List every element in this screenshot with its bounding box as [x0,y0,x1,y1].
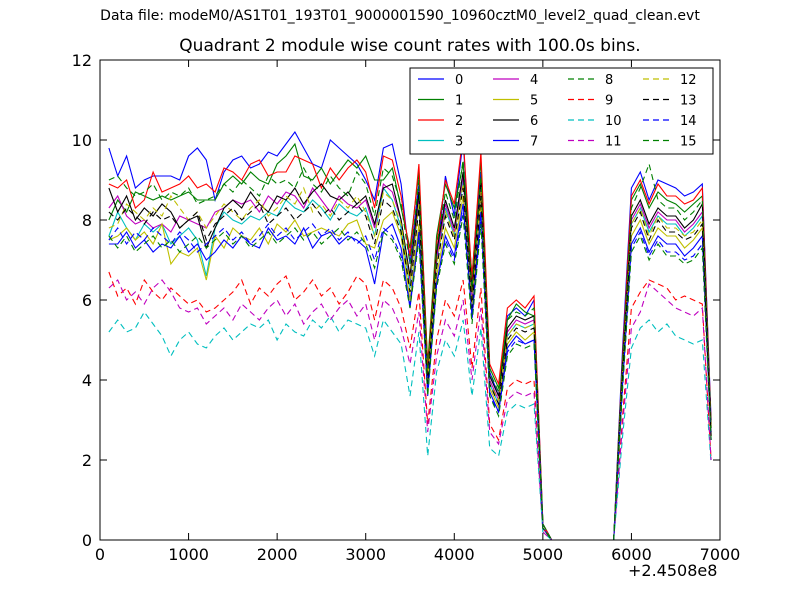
y-tick-label: 10 [72,131,92,150]
x-tick-label: 5000 [522,545,563,564]
legend-label-14: 14 [680,114,697,129]
y-tick-label: 2 [82,451,92,470]
y-tick-label: 0 [82,531,92,550]
series-line-4 [108,175,712,541]
legend-label-3: 3 [455,135,463,150]
x-tick-label: 6000 [611,545,652,564]
legend-label-15: 15 [680,135,697,150]
y-tick-label: 12 [72,51,92,70]
x-tick-label: 2000 [257,545,298,564]
series-line-15 [108,215,712,541]
legend-label-7: 7 [530,135,538,150]
series-layer [108,130,712,541]
legend-label-4: 4 [530,73,538,88]
x-tick-label: 0 [95,545,105,564]
series-line-6 [108,171,712,541]
x-tick-label: 7000 [700,545,741,564]
legend-label-13: 13 [680,94,697,109]
legend-box [409,67,714,155]
x-tick-label: 3000 [345,545,386,564]
series-line-14 [108,211,712,541]
series-line-2 [108,135,712,541]
data-file-suptitle: Data file: modeM0/AS1T01_193T01_90000015… [100,8,700,24]
series-line-3 [108,179,712,541]
chart-title: Quadrant 2 module wise count rates with … [179,36,641,56]
legend-label-1: 1 [455,94,463,109]
x-tick-label: 4000 [434,545,475,564]
legend-label-2: 2 [455,114,463,129]
x-axis-offset-label: +2.4508e8 [628,561,718,580]
legend-label-5: 5 [530,94,538,109]
legend-label-6: 6 [530,114,538,129]
series-line-0 [108,130,712,541]
legend-label-12: 12 [680,73,697,88]
series-line-12 [108,183,712,541]
legend-label-10: 10 [605,114,622,129]
series-line-13 [108,187,712,541]
y-tick-label: 4 [82,371,92,390]
y-tick-label: 8 [82,211,92,230]
x-tick-label: 1000 [168,545,209,564]
legend-label-8: 8 [605,73,613,88]
series-line-8 [108,159,712,541]
legend-label-11: 11 [605,135,622,150]
legend-label-0: 0 [455,73,463,88]
y-tick-label: 6 [82,291,92,310]
legend-label-9: 9 [605,94,613,109]
